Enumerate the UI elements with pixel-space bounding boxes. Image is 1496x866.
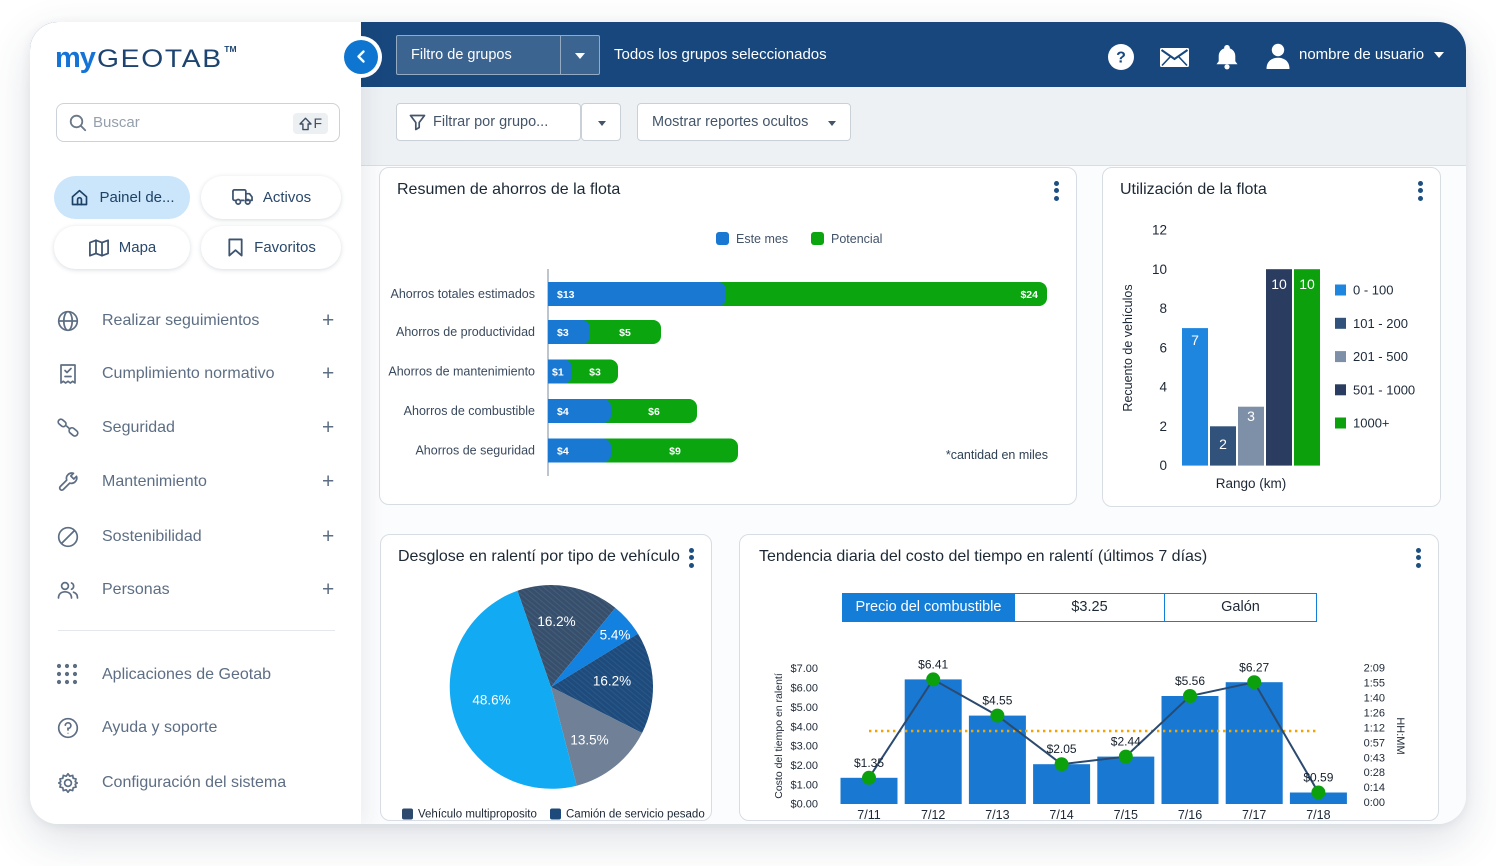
svg-text:$6.41: $6.41 [918,658,948,672]
svg-text:$6.00: $6.00 [790,682,818,694]
svg-text:Vehículo multiproposito: Vehículo multiproposito [418,809,537,821]
svg-text:1:12: 1:12 [1364,722,1385,734]
svg-text:$7.00: $7.00 [790,663,818,675]
svg-text:*cantidad en miles: *cantidad en miles [946,448,1048,462]
svg-text:7/12: 7/12 [921,808,945,822]
svg-text:$2.00: $2.00 [790,760,818,772]
svg-text:501 - 1000: 501 - 1000 [1353,382,1415,397]
svg-text:7/17: 7/17 [1242,808,1266,822]
svg-text:0:28: 0:28 [1364,767,1385,779]
svg-text:7/13: 7/13 [985,808,1009,822]
svg-text:2:09: 2:09 [1364,663,1385,675]
svg-text:10: 10 [1271,276,1287,292]
svg-text:$2.44: $2.44 [1111,735,1141,749]
svg-text:4: 4 [1159,380,1167,395]
svg-text:Este mes: Este mes [736,232,788,246]
svg-text:1000+: 1000+ [1353,416,1390,431]
svg-text:$4: $4 [557,406,569,418]
svg-text:Ahorros totales estimados: Ahorros totales estimados [390,287,535,301]
svg-text:48.6%: 48.6% [472,693,510,708]
svg-text:$1: $1 [552,367,564,379]
svg-text:$5: $5 [619,327,631,339]
svg-text:0:57: 0:57 [1364,737,1385,749]
svg-text:0:43: 0:43 [1364,752,1385,764]
svg-text:8: 8 [1159,301,1167,316]
svg-text:$6.27: $6.27 [1239,661,1269,675]
svg-text:0: 0 [1159,458,1167,473]
svg-text:12: 12 [1152,223,1167,238]
svg-text:7/14: 7/14 [1049,808,1073,822]
svg-text:7/18: 7/18 [1306,808,1330,822]
svg-text:Ahorros de productividad: Ahorros de productividad [396,325,535,339]
svg-text:Camión de servicio pesado: Camión de servicio pesado [566,809,705,821]
svg-text:$1.35: $1.35 [854,756,884,770]
svg-text:Ahorros de seguridad: Ahorros de seguridad [415,444,535,458]
svg-text:$4.00: $4.00 [790,721,818,733]
svg-text:5.4%: 5.4% [600,628,631,643]
svg-text:7: 7 [1191,332,1199,348]
svg-text:1:40: 1:40 [1364,693,1385,705]
svg-text:$0.00: $0.00 [790,799,818,811]
svg-text:1:26: 1:26 [1364,707,1385,719]
svg-text:Rango (km): Rango (km) [1216,476,1287,491]
svg-text:6: 6 [1159,340,1167,355]
svg-text:$2.05: $2.05 [1047,742,1077,756]
svg-text:$5.00: $5.00 [790,702,818,714]
svg-text:$6: $6 [648,406,660,418]
svg-text:101 - 200: 101 - 200 [1353,316,1408,331]
svg-text:2: 2 [1219,436,1227,452]
svg-text:16.2%: 16.2% [593,674,631,689]
svg-text:$3: $3 [557,327,569,339]
svg-text:$5.56: $5.56 [1175,674,1205,688]
svg-text:7/16: 7/16 [1178,808,1202,822]
svg-text:Recuento de vehículos: Recuento de vehículos [1121,284,1135,411]
svg-text:$13: $13 [557,289,575,301]
svg-text:0 - 100: 0 - 100 [1353,283,1393,298]
svg-text:$4: $4 [557,446,569,458]
svg-text:2: 2 [1159,419,1167,434]
svg-text:Potencial: Potencial [831,232,882,246]
svg-text:10: 10 [1152,262,1167,277]
svg-text:$4.55: $4.55 [982,694,1012,708]
svg-text:Ahorros de combustible: Ahorros de combustible [404,404,535,418]
svg-text:Costo del tiempo en ralentí: Costo del tiempo en ralentí [773,673,785,799]
svg-text:3: 3 [1247,408,1255,424]
svg-text:0:00: 0:00 [1364,797,1385,809]
svg-text:$0.59: $0.59 [1303,771,1333,785]
svg-text:7/11: 7/11 [857,808,880,822]
svg-text:$1.00: $1.00 [790,780,818,792]
svg-text:Ahorros de mantenimiento: Ahorros de mantenimiento [388,365,535,379]
svg-text:1:55: 1:55 [1364,678,1385,690]
svg-text:16.2%: 16.2% [537,614,575,629]
svg-text:?: ? [1116,50,1126,67]
svg-text:$24: $24 [1020,289,1038,301]
svg-text:$9: $9 [669,446,681,458]
svg-text:HH:MM: HH:MM [1394,717,1406,754]
svg-text:$3: $3 [589,367,601,379]
svg-text:0:14: 0:14 [1364,782,1385,794]
svg-text:201 - 500: 201 - 500 [1353,349,1408,364]
svg-text:10: 10 [1299,276,1315,292]
svg-text:7/15: 7/15 [1114,808,1138,822]
svg-text:$3.00: $3.00 [790,741,818,753]
svg-text:13.5%: 13.5% [570,733,608,748]
